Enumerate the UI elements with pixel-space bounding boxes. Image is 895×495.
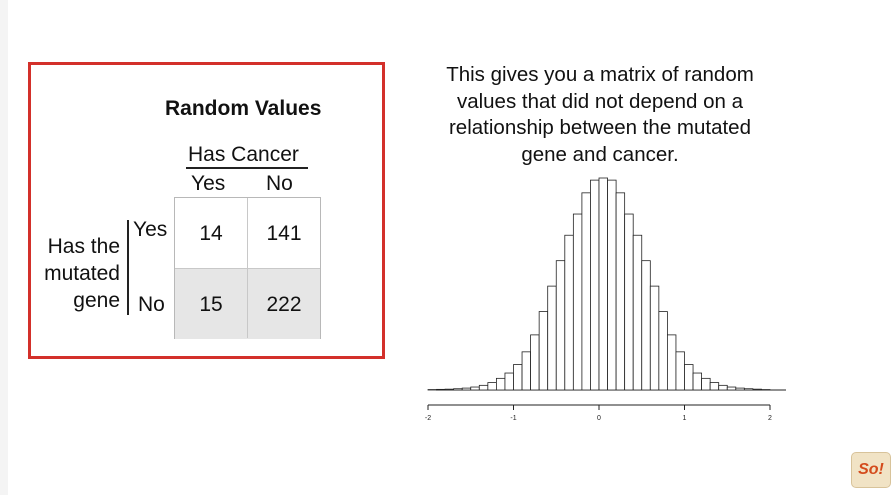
histogram-bar: [658, 311, 668, 391]
histogram-chart: -2 -1 0 1 2: [425, 177, 786, 422]
x-axis-tick-label: -1: [510, 415, 516, 422]
histogram-bar: [701, 377, 711, 391]
logo-text: So!: [858, 461, 884, 478]
table-title: Random Values: [165, 97, 322, 120]
row-header-yes: Yes: [133, 218, 168, 241]
histogram-bar: [607, 179, 617, 391]
histogram-bar: [590, 179, 600, 391]
x-axis-ticks: -2 -1 0 1 2: [425, 405, 772, 422]
histogram-bar: [453, 388, 463, 391]
histogram-bar: [547, 285, 557, 391]
histogram-bar: [649, 285, 660, 391]
row-group-label: Has the mutated gene: [44, 235, 120, 312]
histogram-bar: [581, 192, 591, 391]
histogram-bar: [461, 387, 472, 391]
histogram-bar: [496, 377, 506, 391]
histogram-bar: [709, 382, 720, 391]
contingency-table: 14 141 15 222: [174, 197, 321, 339]
histogram-bar: [470, 386, 480, 391]
brand-logo: So!: [851, 452, 891, 488]
x-axis-tick-label: 0: [597, 415, 601, 422]
highlight-frame: [28, 62, 385, 359]
row-header-no: No: [138, 293, 165, 316]
histogram-bar: [718, 384, 728, 391]
histogram-bar: [624, 213, 634, 391]
slide-caption: This gives you a matrix of random values…: [446, 63, 754, 166]
histogram-bar: [743, 388, 754, 391]
histogram-bar: [752, 388, 762, 391]
column-header-no: No: [266, 172, 293, 195]
histogram-bar: [513, 364, 523, 391]
cell-no-no: 222: [266, 293, 302, 316]
histogram-bar: [675, 351, 685, 391]
cell-no-yes: 15: [199, 293, 223, 316]
histogram-bar: [615, 192, 626, 391]
histogram-bar: [641, 260, 651, 391]
histogram-bars: [427, 177, 771, 391]
histogram-bar: [692, 372, 702, 391]
column-group-label: Has Cancer: [188, 143, 299, 166]
histogram-bar: [684, 364, 694, 391]
x-axis-tick-label: 2: [768, 415, 772, 422]
histogram-bar: [487, 382, 497, 391]
histogram-bar: [504, 372, 514, 391]
histogram-bar: [444, 388, 455, 391]
histogram-bar: [436, 388, 446, 391]
histogram-bar: [530, 334, 540, 391]
histogram-bar: [598, 177, 608, 391]
histogram-bar: [572, 213, 583, 391]
histogram-bar: [666, 334, 677, 391]
x-axis-tick-label: -2: [425, 415, 431, 422]
cell-yes-yes: 14: [199, 222, 223, 245]
histogram-bar: [735, 387, 745, 391]
histogram-bar: [564, 234, 574, 391]
histogram-bar: [538, 311, 549, 391]
histogram-bar: [521, 351, 532, 391]
column-group-underline: [186, 167, 308, 169]
x-axis-tick-label: 1: [683, 415, 687, 422]
left-margin-strip: [0, 0, 8, 495]
histogram-bar: [726, 386, 737, 391]
column-header-yes: Yes: [191, 172, 226, 195]
histogram-bar: [555, 260, 566, 391]
cell-yes-no: 141: [266, 222, 302, 245]
table-column-divider: [247, 198, 248, 338]
histogram-bar: [632, 234, 643, 391]
histogram-bar: [478, 384, 489, 391]
row-group-bracket: [127, 220, 129, 315]
